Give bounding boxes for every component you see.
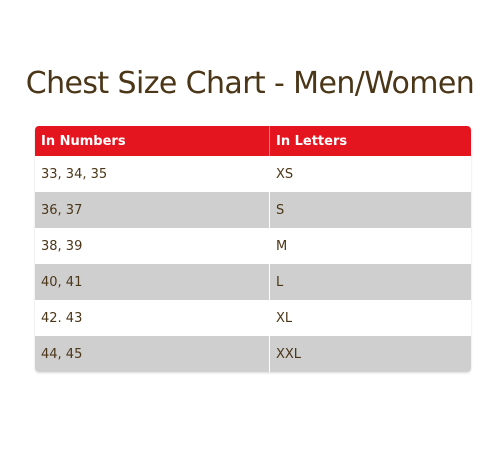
page-title: Chest Size Chart - Men/Women bbox=[25, 66, 475, 101]
table-row: 42. 43 XL bbox=[35, 300, 471, 336]
cell-letters: XL bbox=[270, 300, 471, 336]
table-row: 36, 37 S bbox=[35, 192, 471, 228]
cell-numbers: 33, 34, 35 bbox=[35, 156, 270, 192]
cell-numbers: 38, 39 bbox=[35, 228, 270, 264]
table-row: 40, 41 L bbox=[35, 264, 471, 300]
table-row: 38, 39 M bbox=[35, 228, 471, 264]
cell-numbers: 36, 37 bbox=[35, 192, 270, 228]
cell-letters: XS bbox=[270, 156, 471, 192]
cell-numbers: 40, 41 bbox=[35, 264, 270, 300]
cell-numbers: 42. 43 bbox=[35, 300, 270, 336]
cell-numbers: 44, 45 bbox=[35, 336, 270, 372]
cell-letters: L bbox=[270, 264, 471, 300]
cell-letters: M bbox=[270, 228, 471, 264]
cell-letters: XXL bbox=[270, 336, 471, 372]
column-header-letters: In Letters bbox=[270, 126, 471, 156]
chest-size-table: In Numbers In Letters 33, 34, 35 XS 36, … bbox=[35, 126, 471, 372]
column-header-numbers: In Numbers bbox=[35, 126, 270, 156]
table-header-row: In Numbers In Letters bbox=[35, 126, 471, 156]
cell-letters: S bbox=[270, 192, 471, 228]
table-row: 44, 45 XXL bbox=[35, 336, 471, 372]
table-row: 33, 34, 35 XS bbox=[35, 156, 471, 192]
